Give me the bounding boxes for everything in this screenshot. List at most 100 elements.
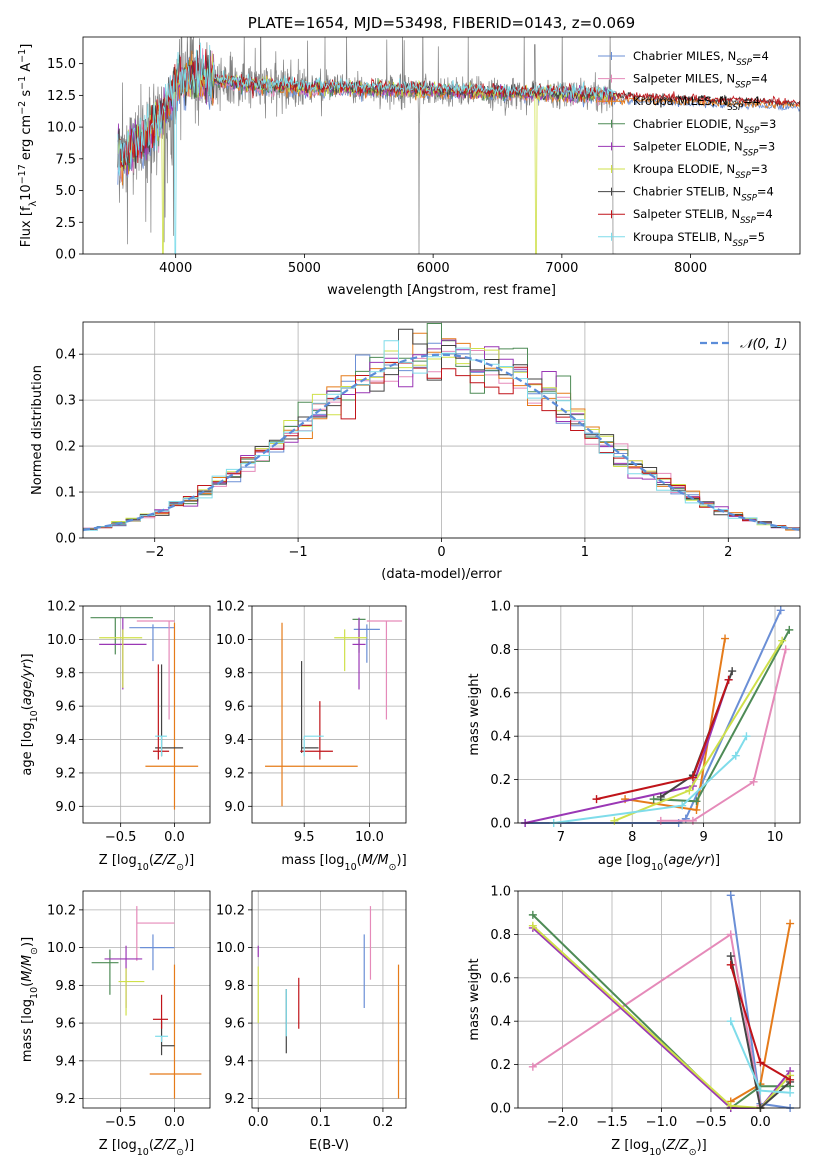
y-tick-label: 5.0	[55, 184, 76, 199]
y-tick-label: 0.4	[490, 1015, 511, 1030]
y-tick-label: 0.1	[55, 486, 76, 501]
residuals-frame	[82, 321, 801, 539]
data-point-marker	[610, 816, 619, 825]
spectrum-legend: Chabrier MILES, NSSP=4 Salpeter MILES, NS…	[598, 49, 776, 249]
y-tick-label: 9.4	[224, 733, 245, 748]
x-tick-label: 7	[557, 830, 565, 845]
x-tick-label: −2	[145, 545, 164, 560]
data-point-errorbar	[265, 622, 358, 807]
age_vs_mass-axes: 9.5 10.0 9.0 9.2 9.4 9.6 9.8 10.0 10.2	[216, 600, 406, 845]
spectrum-x-label: wavelength [Angstrom, rest frame]	[327, 283, 556, 298]
y-tick-label: 9.0	[55, 800, 76, 815]
age_vs_Z-frame	[82, 605, 211, 824]
y-tick-label: 9.6	[224, 1017, 245, 1032]
data-point-errorbar	[118, 968, 145, 1016]
legend-label: Kroupa ELODIE, NSSP=3	[633, 162, 768, 181]
x-tick-label: 0.0	[248, 1115, 269, 1130]
data-point-errorbar	[140, 934, 175, 971]
x-tick-label: 6000	[417, 261, 450, 276]
mass-weight-line	[532, 914, 791, 1110]
mass-Z-y-label: mass [log10(M/M⊙)]	[20, 937, 40, 1062]
mass-Z-x-label: Z [log10(Z/Z⊙)]	[99, 1138, 194, 1158]
data-point-marker	[726, 1101, 735, 1110]
y-tick-label: 9.8	[224, 666, 245, 681]
data-point-marker	[728, 667, 737, 676]
y-tick-label: 0.0	[55, 248, 76, 263]
spectrum-y-label: Flux [fλ10−17 erg cm−2 s−1 A−1]	[17, 44, 39, 248]
weight-Z-y-label: mass weight	[467, 958, 482, 1040]
y-tick-label: 12.5	[47, 89, 76, 104]
y-tick-label: 10.2	[47, 600, 76, 615]
y-tick-label: 10.0	[47, 941, 76, 956]
observed-spectrum-line	[117, 37, 616, 254]
data-point-errorbar	[155, 735, 167, 757]
x-tick-label: 10.0	[355, 830, 384, 845]
data-point-errorbar	[334, 629, 367, 672]
x-tick-label: 7000	[545, 261, 578, 276]
data-point-marker	[742, 732, 751, 741]
y-tick-label: 9.2	[55, 1092, 76, 1107]
weight-age-y-label: mass weight	[467, 673, 482, 755]
y-tick-label: 0.4	[490, 730, 511, 745]
y-tick-label: 9.6	[224, 700, 245, 715]
y-tick-label: 15.0	[47, 57, 76, 72]
data-point-marker	[528, 921, 537, 930]
mass-weight-line	[660, 649, 787, 822]
data-point-marker	[649, 795, 658, 804]
residual-y-label: Normed distribution	[30, 365, 45, 495]
data-point-errorbar	[152, 994, 169, 1029]
y-tick-label: 9.2	[224, 1092, 245, 1107]
y-tick-label: 0.0	[490, 817, 511, 832]
y-tick-label: 0.0	[55, 532, 76, 547]
data-point-errorbar	[149, 964, 202, 1099]
y-tick-label: 7.5	[55, 152, 76, 167]
y-tick-label: 9.4	[55, 733, 76, 748]
normal-reference-curve	[82, 353, 801, 531]
data-point-marker	[592, 795, 601, 804]
data-point-marker	[726, 1017, 735, 1026]
data-point-marker	[756, 1086, 765, 1095]
data-point-marker	[688, 816, 697, 825]
mass-ebv-x-label: E(B-V)	[309, 1138, 349, 1153]
age-mass-x-label: mass [log10(M/M⊙)]	[281, 853, 406, 873]
y-tick-label: 10.2	[216, 903, 245, 918]
x-tick-label: −1.5	[596, 1115, 628, 1130]
x-tick-label: −1.0	[646, 1115, 678, 1130]
y-tick-label: 2.5	[55, 216, 76, 231]
legend-label: Chabrier STELIB, NSSP=4	[633, 185, 774, 204]
data-point-marker	[726, 891, 735, 900]
legend-label: 𝒩(0, 1)	[740, 337, 787, 352]
y-tick-label: 9.8	[55, 666, 76, 681]
data-point-marker	[776, 606, 785, 615]
x-tick-label: 1	[581, 545, 589, 560]
mass-weight-line	[553, 735, 748, 824]
x-tick-label: 0.0	[750, 1115, 771, 1130]
y-tick-label: 9.8	[224, 979, 245, 994]
data-point-marker	[726, 930, 735, 939]
mass-weight-line	[624, 638, 726, 812]
legend-label: Kroupa STELIB, NSSP=5	[633, 230, 765, 249]
y-tick-label: 0.2	[490, 773, 511, 788]
y-tick-label: 1.0	[490, 600, 511, 615]
x-tick-label: 9.5	[294, 830, 315, 845]
x-tick-label: 9	[699, 830, 707, 845]
y-tick-label: 9.0	[224, 800, 245, 815]
data-point-marker	[756, 1058, 765, 1067]
data-point-marker	[726, 960, 735, 969]
data-point-errorbar	[91, 949, 119, 995]
y-tick-label: 9.4	[224, 1054, 245, 1069]
weight-age-x-label: age [log10(age/yr)]	[598, 853, 720, 873]
data-point-marker	[724, 675, 733, 684]
y-tick-label: 10.0	[47, 633, 76, 648]
x-tick-label: 0.0	[164, 830, 185, 845]
data-point-marker	[688, 773, 697, 782]
data-point-marker	[786, 1088, 795, 1097]
legend-label: Salpeter STELIB, NSSP=4	[633, 207, 773, 226]
legend-label: Salpeter ELODIE, NSSP=3	[633, 139, 775, 158]
x-tick-label: 2	[724, 545, 732, 560]
age-Z-y-label: age [log10(age/yr)]	[20, 653, 40, 775]
data-point-errorbar	[136, 906, 175, 961]
data-point-errorbar	[99, 629, 143, 688]
data-point-marker	[678, 801, 687, 810]
age_vs_Z-axes: −0.5 0.0 9.0 9.2 9.4 9.6 9.8 10.0 10.2	[47, 600, 210, 845]
